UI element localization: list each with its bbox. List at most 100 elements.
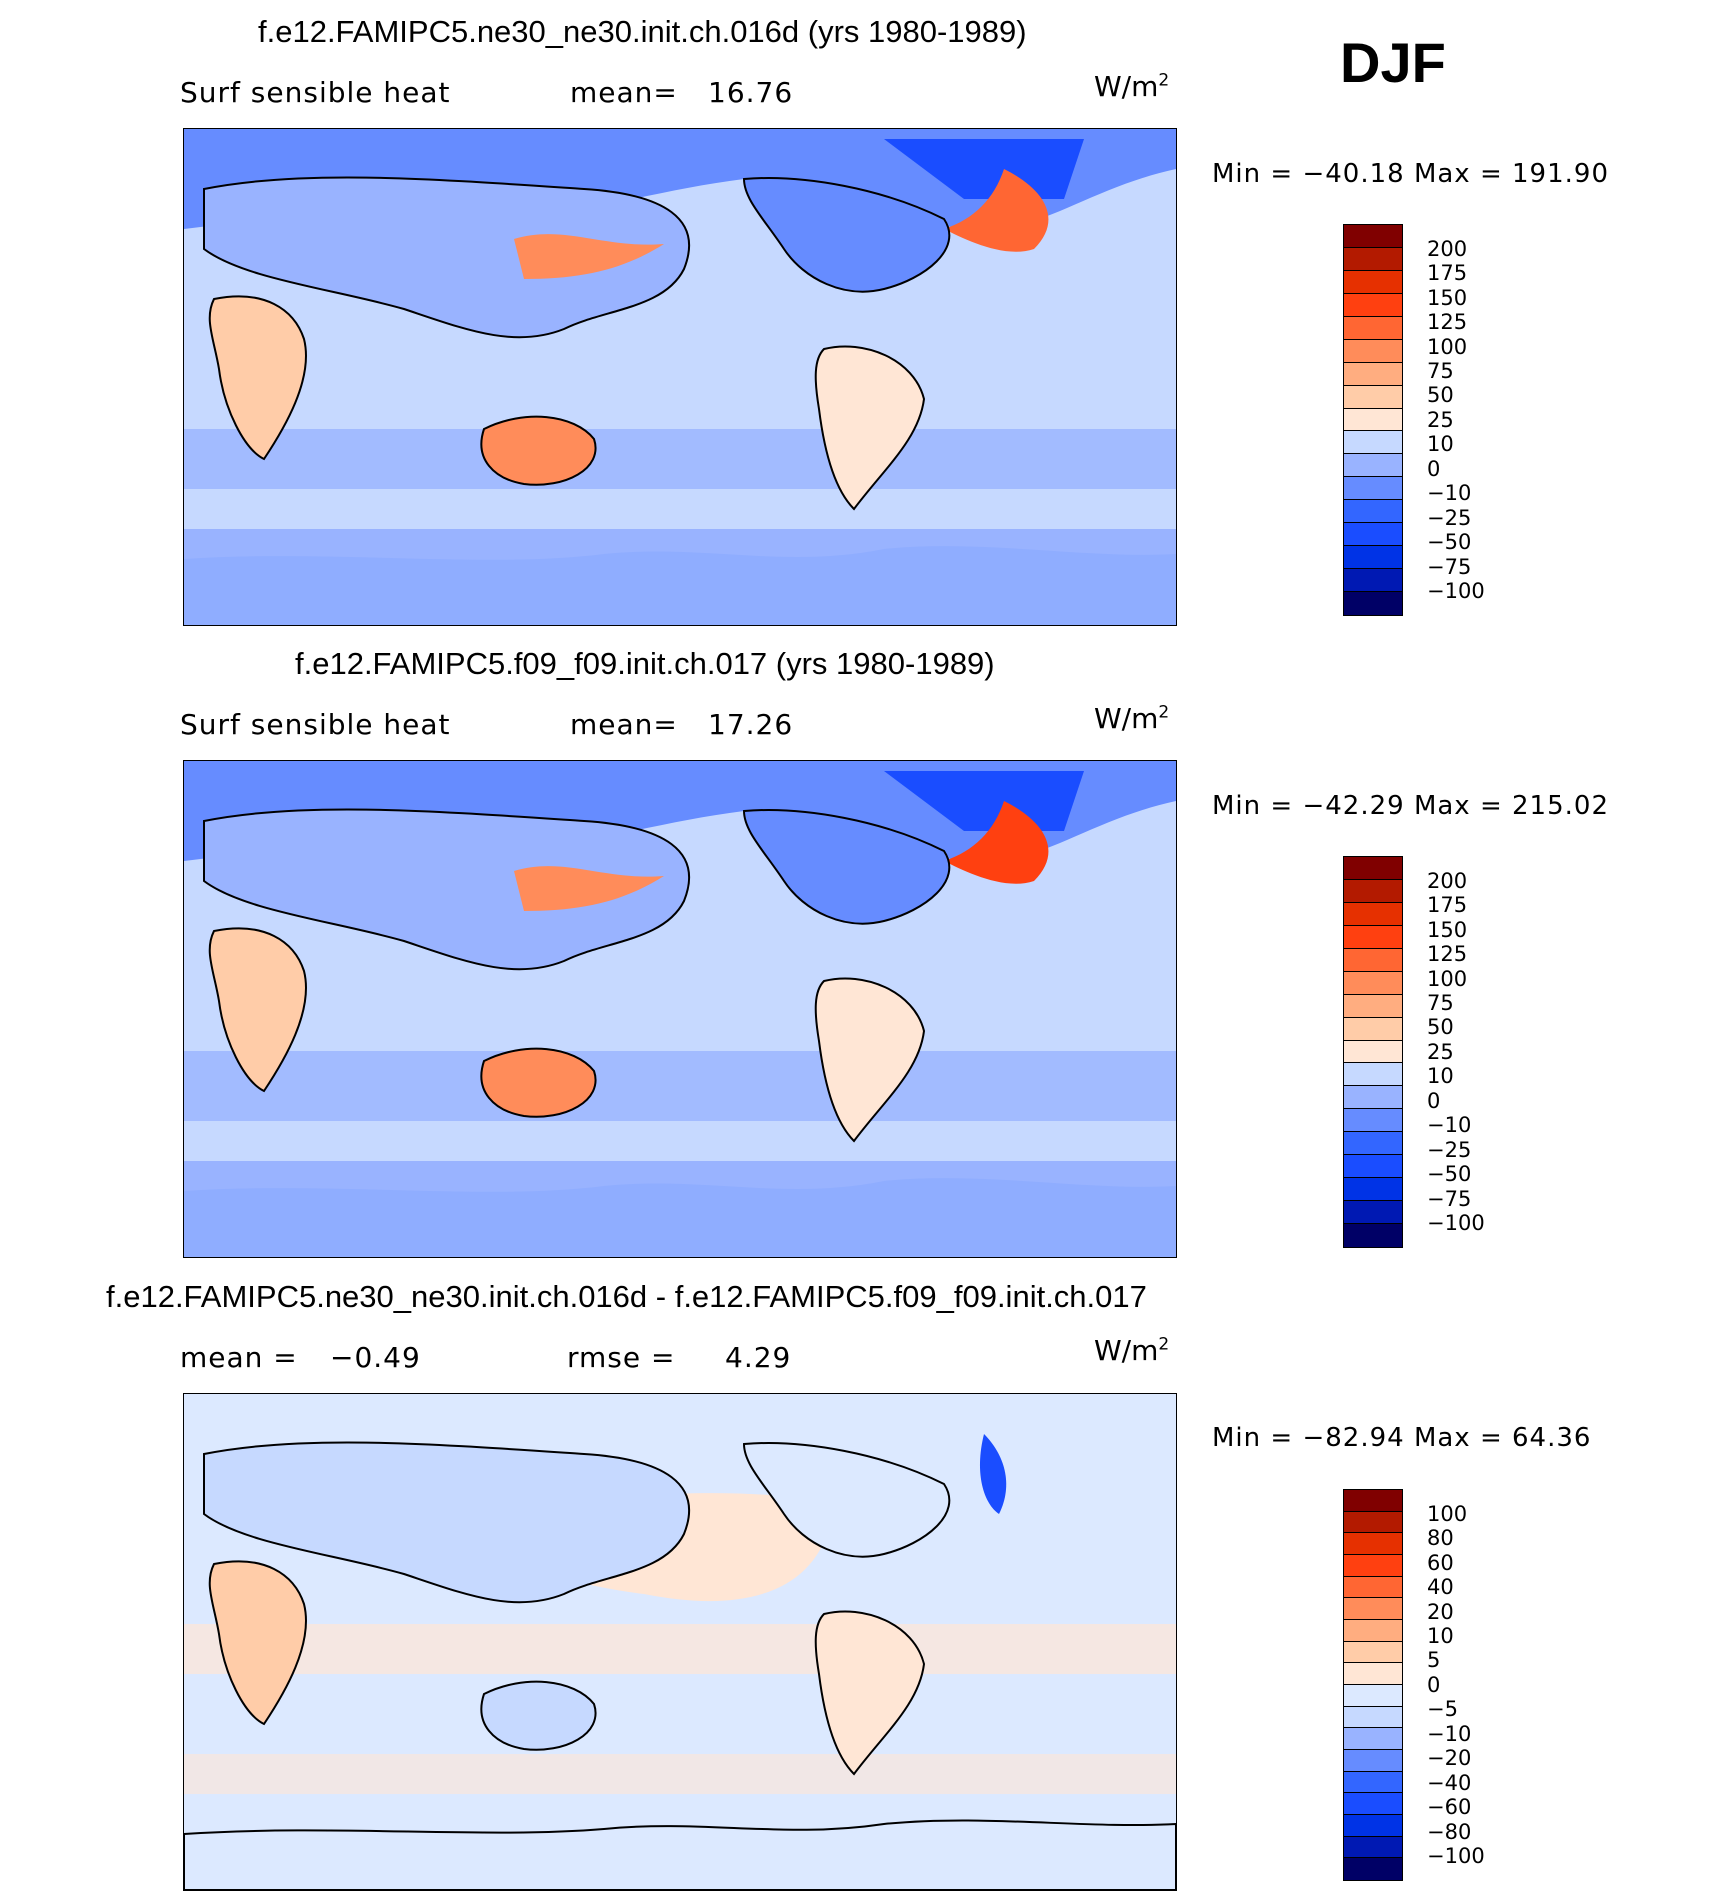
panel-2-max-label: Max = (1413, 791, 1503, 821)
greenland-shape (884, 771, 1084, 831)
panel-1-min-label: Min = (1212, 159, 1294, 189)
panel-3-units: W/m2 (1094, 1334, 1170, 1367)
colorbar-cell (1344, 385, 1402, 409)
panel-3-cb-label: 5 (1427, 1648, 1441, 1672)
panel-3-cb-label: 100 (1427, 1502, 1468, 1526)
panel-3-colorbar (1343, 1489, 1403, 1881)
panel-3-min-value: −82.94 (1302, 1423, 1405, 1453)
colorbar-cell (1344, 225, 1402, 248)
colorbar-cell (1344, 1511, 1402, 1534)
colorbar-cell (1344, 1814, 1402, 1837)
panel-2-cb-label: 50 (1427, 1015, 1454, 1039)
panel-3-cb-label: −10 (1427, 1722, 1472, 1746)
panel-1-cb-label: −10 (1427, 481, 1472, 505)
colorbar-cell (1344, 1858, 1402, 1880)
north-america-shape (742, 1442, 951, 1558)
panel-1-map-svg (184, 129, 1176, 625)
colorbar-cell (1344, 247, 1402, 271)
panel-3-map-svg (184, 1394, 1176, 1890)
panel-2-title: f.e12.FAMIPC5.f09_f09.init.ch.017 (yrs 1… (295, 646, 995, 681)
colorbar-cell (1344, 879, 1402, 903)
panel-1-stat-label: mean= (570, 76, 678, 109)
panel-3-map (183, 1393, 1177, 1891)
colorbar-cell (1344, 1576, 1402, 1599)
colorbar-cell (1344, 523, 1402, 547)
colorbar-cell (1344, 316, 1402, 340)
colorbar-cell (1344, 1641, 1402, 1664)
panel-1-cb-label: 175 (1427, 261, 1468, 285)
colorbar-cell (1344, 1109, 1402, 1133)
colorbar-cell (1344, 431, 1402, 455)
panel-2-cb-label: 200 (1427, 869, 1468, 893)
panel-1-max-label: Max = (1413, 159, 1503, 189)
southern-band (184, 429, 1176, 489)
panel-2-map-svg (184, 761, 1176, 1257)
panel-2-cb-label: 175 (1427, 893, 1468, 917)
africa-shape (208, 295, 307, 461)
colorbar-cell (1344, 1684, 1402, 1707)
panel-2-cb-label: −10 (1427, 1113, 1472, 1137)
panel-3-title: f.e12.FAMIPC5.ne30_ne30.init.ch.016d - f… (106, 1279, 1147, 1314)
panel-3-cb-label: −5 (1427, 1697, 1458, 1721)
panel-1-max-value: 191.90 (1512, 159, 1609, 189)
tropical-warm-band (184, 1624, 1176, 1674)
panel-3-rmse-label: rmse = (567, 1341, 676, 1374)
panel-3-min-label: Min = (1212, 1423, 1294, 1453)
colorbar-cell (1344, 1017, 1402, 1041)
colorbar-cell (1344, 1086, 1402, 1110)
gulfstream-warm (944, 801, 1049, 884)
australia-shape (480, 415, 597, 486)
panel-2-cb-label: 25 (1427, 1040, 1454, 1064)
south-america-shape (814, 977, 926, 1143)
colorbar-cell (1344, 1793, 1402, 1815)
panel-1-cb-label: −25 (1427, 506, 1472, 530)
panel-1-variable: Surf sensible heat (180, 76, 451, 109)
colorbar-cell (1344, 857, 1402, 880)
colorbar-cell (1344, 1619, 1402, 1642)
panel-3-cb-label: 20 (1427, 1600, 1454, 1624)
south-america-shape (814, 1610, 926, 1776)
panel-1-cb-label: 150 (1427, 286, 1468, 310)
colorbar-cell (1344, 569, 1402, 592)
panel-2-cb-label: −75 (1427, 1187, 1472, 1211)
australia-shape (480, 1680, 597, 1751)
panel-2-cb-label: 100 (1427, 967, 1468, 991)
africa-shape (208, 1560, 307, 1726)
colorbar-cell (1344, 1533, 1402, 1555)
kuroshio-warm (514, 234, 664, 279)
panel-1-cb-label: 75 (1427, 359, 1454, 383)
panel-1-minmax: Min = −40.18 Max = 191.90 (1212, 159, 1609, 189)
colorbar-cell (1344, 592, 1402, 615)
colorbar-cell (1344, 1490, 1402, 1512)
panel-2-cb-label: 75 (1427, 991, 1454, 1015)
panel-1-cb-label: 10 (1427, 432, 1454, 456)
panel-2-cb-label: 10 (1427, 1064, 1454, 1088)
panel-2-units: W/m2 (1094, 702, 1170, 735)
colorbar-cell (1344, 994, 1402, 1018)
panel-2-min-label: Min = (1212, 791, 1294, 821)
colorbar-cell (1344, 971, 1402, 995)
antarctica-shape (184, 1819, 1176, 1890)
panel-3-cb-label: 40 (1427, 1575, 1454, 1599)
colorbar-cell (1344, 1598, 1402, 1620)
panel-3-max-label: Max = (1413, 1423, 1503, 1453)
colorbar-cell (1344, 1663, 1402, 1685)
colorbar-cell (1344, 902, 1402, 926)
panel-2-variable: Surf sensible heat (180, 708, 451, 741)
colorbar-cell (1344, 477, 1402, 501)
panel-1-cb-label: −75 (1427, 555, 1472, 579)
panel-2-cb-label: −50 (1427, 1162, 1472, 1186)
panel-2-cb-label: −25 (1427, 1138, 1472, 1162)
southern-band (184, 1051, 1176, 1121)
australia-shape (480, 1047, 597, 1118)
colorbar-cell (1344, 948, 1402, 972)
colorbar-cell (1344, 1178, 1402, 1202)
colorbar-cell (1344, 500, 1402, 524)
panel-3-cb-label: 10 (1427, 1624, 1454, 1648)
panel-1-colorbar (1343, 224, 1403, 616)
panel-3-mean-label: mean = (180, 1341, 298, 1374)
panel-3-cb-label: 0 (1427, 1673, 1441, 1697)
colorbar-cell (1344, 362, 1402, 386)
panel-3-mean-value: −0.49 (330, 1341, 421, 1374)
panel-2-max-value: 215.02 (1512, 791, 1609, 821)
